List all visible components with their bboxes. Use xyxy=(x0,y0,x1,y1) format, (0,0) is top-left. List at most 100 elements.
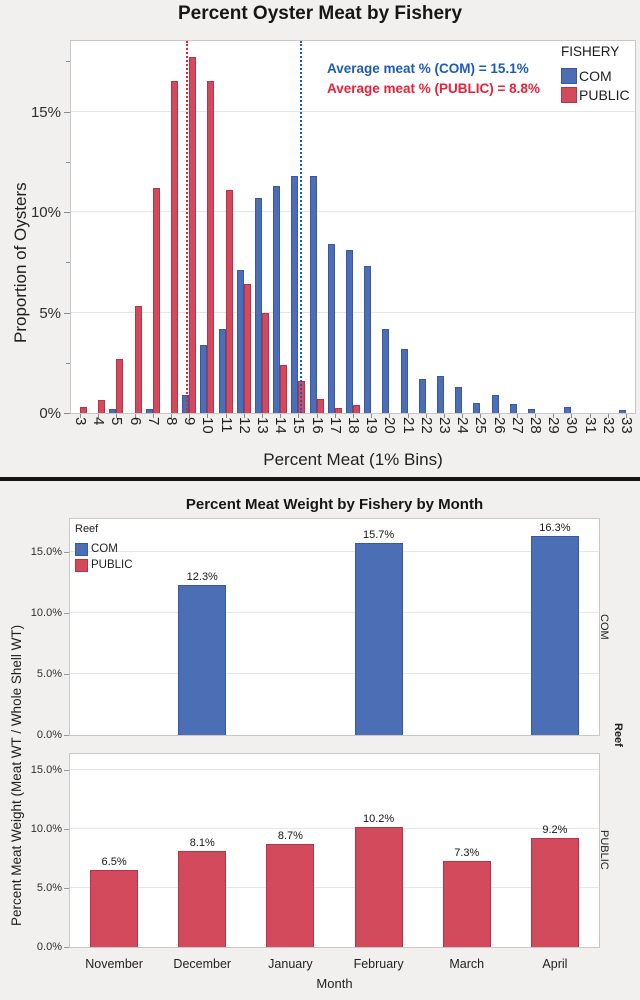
bar-public-february[interactable] xyxy=(354,826,403,947)
y-minor-tick xyxy=(66,362,70,364)
histogram-bar-com-17[interactable] xyxy=(327,244,335,413)
bar-com-april[interactable] xyxy=(530,536,579,735)
x-tick xyxy=(571,414,573,418)
histogram-bar-com-7[interactable] xyxy=(145,408,153,413)
histogram-bar-public-18[interactable] xyxy=(353,404,360,413)
y-tick xyxy=(64,829,69,830)
histogram-bar-com-18[interactable] xyxy=(346,250,353,413)
bar-public-december[interactable] xyxy=(178,851,227,947)
histogram-bar-com-12[interactable] xyxy=(236,270,244,413)
public-color-swatch xyxy=(75,558,88,572)
y-tick xyxy=(64,735,69,736)
histogram-bar-public-9[interactable] xyxy=(189,57,197,413)
com-color-swatch xyxy=(75,542,88,556)
histogram-bar-public-12[interactable] xyxy=(243,284,251,413)
histogram-bar-com-20[interactable] xyxy=(382,328,390,413)
strip-label-com: COM xyxy=(597,614,610,640)
bar-com-december[interactable] xyxy=(178,584,227,735)
bar-public-march[interactable] xyxy=(442,860,491,947)
histogram-bar-com-11[interactable] xyxy=(218,328,226,413)
histogram-bar-com-21[interactable] xyxy=(400,348,408,413)
x-bin-label: 18 xyxy=(345,417,362,434)
y-tick-label: 0.0% xyxy=(36,729,62,741)
histogram-bar-public-10[interactable] xyxy=(207,81,215,413)
histogram-bar-com-10[interactable] xyxy=(200,344,208,413)
legend-entry-com[interactable]: COM xyxy=(75,541,133,557)
y-minor-tick xyxy=(66,262,70,264)
chart1-y-axis-title: Proportion of Oysters xyxy=(11,181,30,343)
x-tick xyxy=(389,414,391,418)
histogram-bar-com-26[interactable] xyxy=(491,394,499,413)
x-tick xyxy=(134,414,136,418)
histogram-bar-public-8[interactable] xyxy=(171,81,179,413)
x-tick xyxy=(553,414,555,418)
histogram-bar-com-33[interactable] xyxy=(618,410,626,413)
y-tick xyxy=(64,111,70,113)
gridline-10 xyxy=(70,612,599,613)
histogram-bar-public-17[interactable] xyxy=(334,407,342,413)
histogram-bar-com-27[interactable] xyxy=(509,403,517,413)
y-tick xyxy=(64,613,69,614)
legend-entry-com[interactable]: COM xyxy=(561,66,630,85)
histogram-bar-public-16[interactable] xyxy=(316,398,324,413)
bar-value-label: 10.2% xyxy=(362,812,395,825)
bar-public-april[interactable] xyxy=(530,838,579,947)
histogram-bar-com-28[interactable] xyxy=(527,408,535,413)
public-color-swatch xyxy=(561,86,577,103)
chart2-title: Percent Meat Weight by Fishery by Month xyxy=(185,496,484,513)
x-tick xyxy=(189,414,191,418)
y-tick xyxy=(64,674,69,675)
histogram-bar-com-13[interactable] xyxy=(255,197,263,413)
y-tick-label: 15.0% xyxy=(30,546,62,558)
histogram-bar-public-6[interactable] xyxy=(134,306,142,413)
month-label-december: December xyxy=(173,957,232,971)
histogram-bar-public-11[interactable] xyxy=(225,189,233,413)
x-bin-label: 25 xyxy=(472,417,490,434)
x-tick xyxy=(407,414,409,418)
histogram-bar-public-5[interactable] xyxy=(116,358,124,413)
x-tick xyxy=(262,414,264,418)
histogram-bar-public-14[interactable] xyxy=(280,364,288,413)
histogram-bar-com-30[interactable] xyxy=(564,406,572,413)
x-tick xyxy=(516,414,518,418)
histogram-bar-com-14[interactable] xyxy=(273,185,281,413)
x-bin-label: 6 xyxy=(126,417,144,426)
chart2-com-panel: 12.3% 15.7% 16.3% xyxy=(69,518,600,736)
histogram-bar-public-3[interactable] xyxy=(80,406,88,413)
histogram-bar-com-5[interactable] xyxy=(109,408,117,413)
chart2-x-axis-title: Month xyxy=(316,976,353,991)
chart2-public-panel: 6.5% 8.1% 8.7% 10.2% 7.3% 9.2% xyxy=(69,753,600,948)
y-tick xyxy=(64,888,69,889)
gridline-15 xyxy=(70,551,599,552)
gridline-5 xyxy=(70,673,599,674)
panel-bar-chart: Percent Meat Weight by Fishery by Month … xyxy=(0,481,640,1000)
legend-entry-public[interactable]: PUBLIC xyxy=(561,85,630,104)
legend-entry-public[interactable]: PUBLIC xyxy=(75,557,133,573)
chart1-plot-area xyxy=(70,40,636,414)
gridline-15 xyxy=(71,110,635,112)
annotation-public-average: Average meat % (PUBLIC) = 8.8% xyxy=(327,81,540,96)
histogram-bar-com-19[interactable] xyxy=(364,266,372,413)
histogram-bar-public-7[interactable] xyxy=(152,187,160,413)
bar-com-february[interactable] xyxy=(354,543,403,735)
bar-public-january[interactable] xyxy=(266,844,315,947)
x-tick xyxy=(334,414,336,418)
bar-public-november[interactable] xyxy=(90,870,139,947)
histogram-bar-com-16[interactable] xyxy=(309,175,317,413)
histogram-bar-com-15[interactable] xyxy=(291,175,299,413)
x-bin-label: 30 xyxy=(563,417,581,434)
histogram-bar-public-13[interactable] xyxy=(262,312,270,413)
mean-refline-public xyxy=(185,41,188,413)
histogram-bar-public-4[interactable] xyxy=(98,399,106,413)
x-bin-label: 27 xyxy=(508,417,526,434)
x-tick xyxy=(371,414,373,418)
x-bin-label: 24 xyxy=(454,417,472,434)
histogram-bar-com-22[interactable] xyxy=(418,378,426,413)
histogram-chart: Percent Oyster Meat by Fishery Average m… xyxy=(0,0,640,477)
y-tick xyxy=(64,947,69,948)
histogram-bar-com-23[interactable] xyxy=(436,375,444,413)
histogram-bar-com-24[interactable] xyxy=(455,386,463,413)
gridline-10 xyxy=(70,828,599,829)
x-bin-label: 16 xyxy=(308,417,326,434)
histogram-bar-com-25[interactable] xyxy=(473,402,481,413)
